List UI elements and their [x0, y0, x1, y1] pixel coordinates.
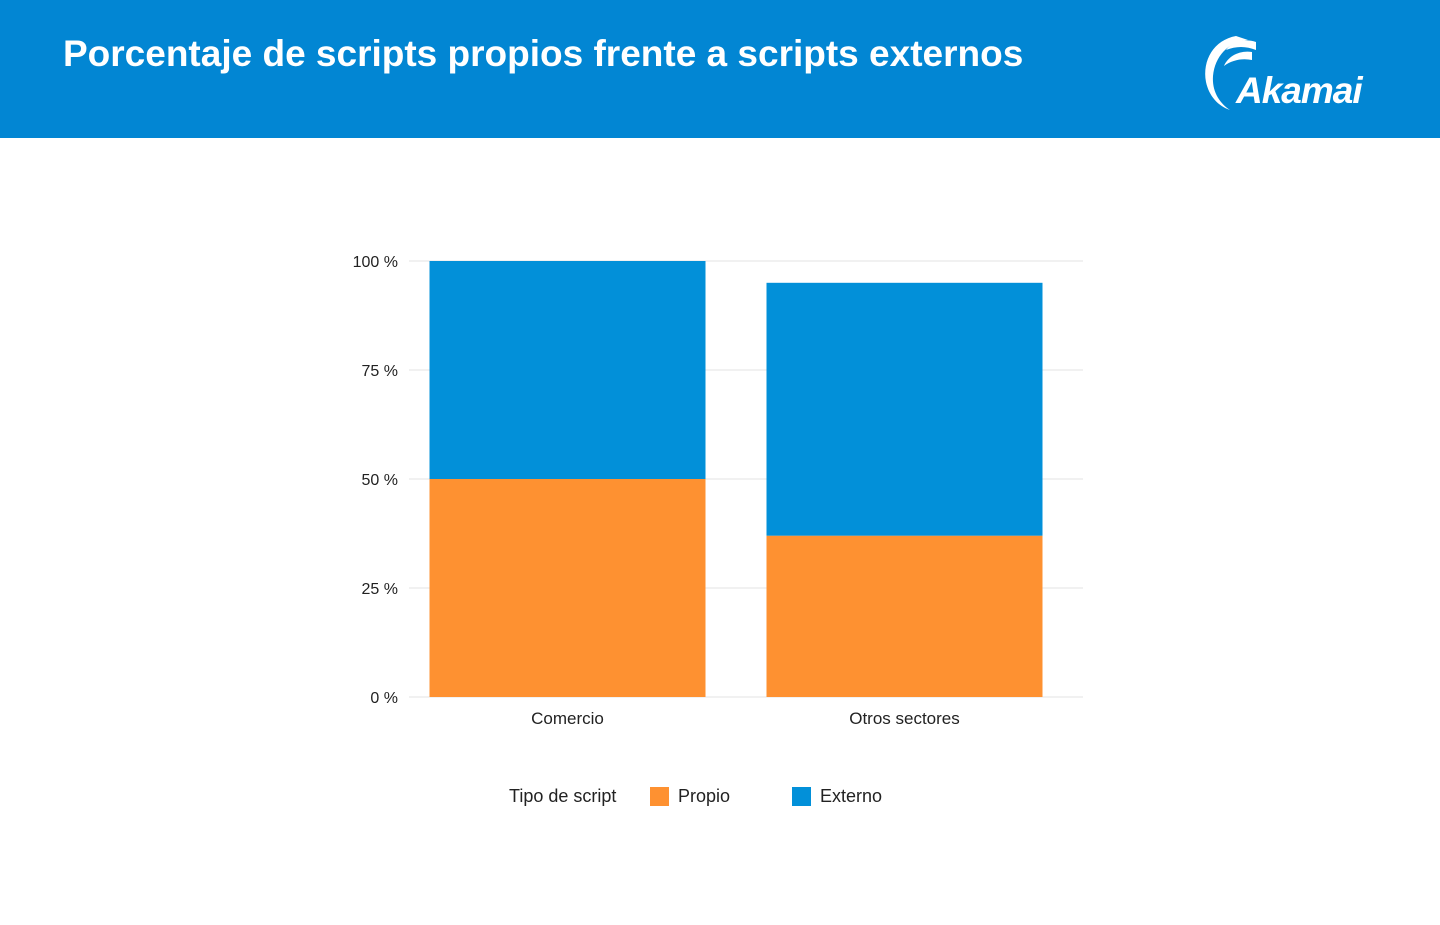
y-tick-label-75: 75 % [362, 363, 398, 380]
legend-title: Tipo de script [509, 786, 617, 806]
akamai-logo: Akamai [1205, 36, 1364, 111]
legend-label-propio: Propio [678, 786, 731, 806]
bar-externo-0 [429, 261, 706, 479]
bars [429, 261, 1043, 697]
legend: Tipo de script Propio Externo [0, 784, 1440, 810]
bar-externo-1 [766, 282, 1043, 536]
bar-propio-0 [429, 479, 706, 697]
header-banner: Porcentaje de scripts propios frente a s… [0, 0, 1440, 138]
legend-swatch-externo [792, 787, 811, 806]
y-tick-label-0: 0 % [370, 690, 398, 707]
legend-label-externo: Externo [820, 786, 883, 806]
y-axis-ticks: 0 % 25 % 50 % 75 % 100 % [353, 254, 398, 707]
legend-swatch-propio [650, 787, 669, 806]
y-tick-label-50: 50 % [362, 472, 398, 489]
y-tick-label-100: 100 % [353, 254, 398, 271]
x-tick-label-0: Comercio [531, 709, 604, 728]
bar-propio-1 [766, 535, 1043, 697]
akamai-logo-text: Akamai [1235, 70, 1363, 111]
y-tick-label-25: 25 % [362, 581, 398, 598]
chart-title: Porcentaje de scripts propios frente a s… [63, 33, 1024, 74]
x-tick-label-1: Otros sectores [849, 709, 960, 728]
x-axis-labels: Comercio Otros sectores [531, 709, 960, 728]
